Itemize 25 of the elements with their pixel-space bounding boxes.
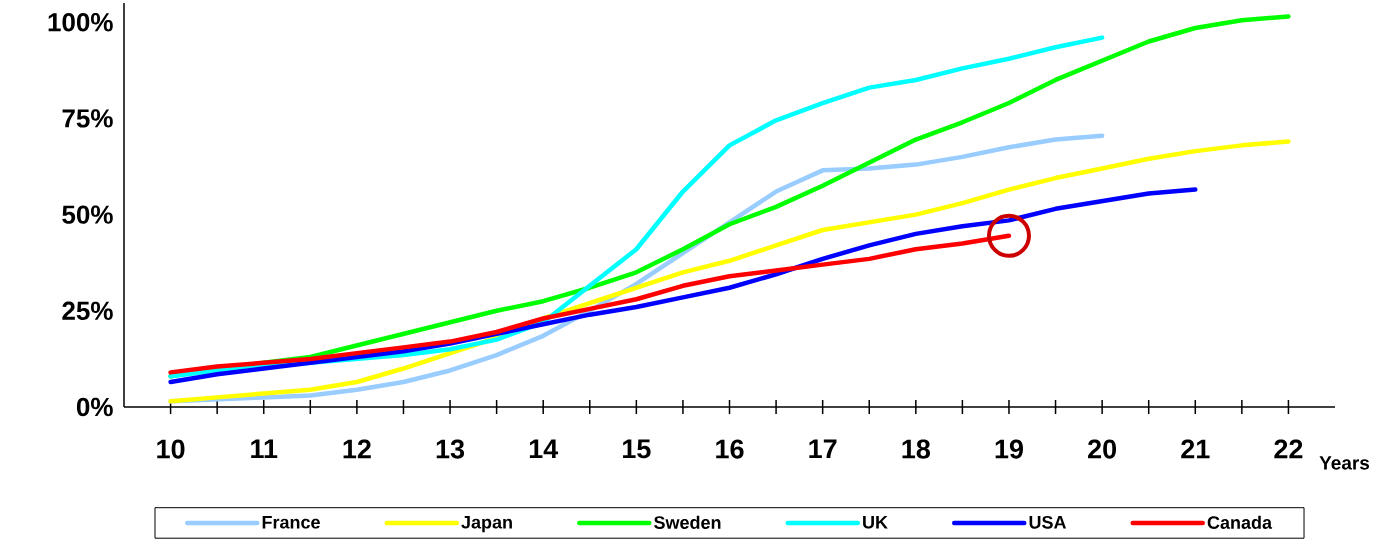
x-tick-label: 16 xyxy=(716,439,744,459)
x-tick-label: 20 xyxy=(1088,439,1117,459)
legend-label: UK xyxy=(863,516,888,529)
x-axis-title: Years xyxy=(1319,456,1370,470)
y-tick-label: 100% xyxy=(48,13,113,32)
y-tick-label: 50% xyxy=(62,205,113,224)
x-tick-label: 11 xyxy=(251,439,278,459)
x-tick-label: 17 xyxy=(809,439,837,459)
x-tick-label: 15 xyxy=(623,439,651,459)
legend-label: Japan xyxy=(461,516,512,533)
x-tick-label: 12 xyxy=(343,439,371,459)
legend-label: Sweden xyxy=(654,515,721,529)
legend-label: USA xyxy=(1029,515,1067,529)
x-tick-label: 14 xyxy=(529,439,559,459)
y-tick-label: 75% xyxy=(62,109,113,128)
x-tick-label: 13 xyxy=(436,439,465,459)
legend-label: France xyxy=(262,516,320,529)
legend-label: Canada xyxy=(1207,515,1273,529)
y-tick-label: 0% xyxy=(76,397,113,417)
x-tick-label: 22 xyxy=(1274,439,1303,459)
x-tick-label: 10 xyxy=(157,439,185,459)
y-tick-label: 25% xyxy=(62,301,113,321)
x-tick-label: 19 xyxy=(995,439,1023,459)
x-tick-label: 21 xyxy=(1181,439,1210,459)
x-tick-label: 18 xyxy=(902,439,930,459)
